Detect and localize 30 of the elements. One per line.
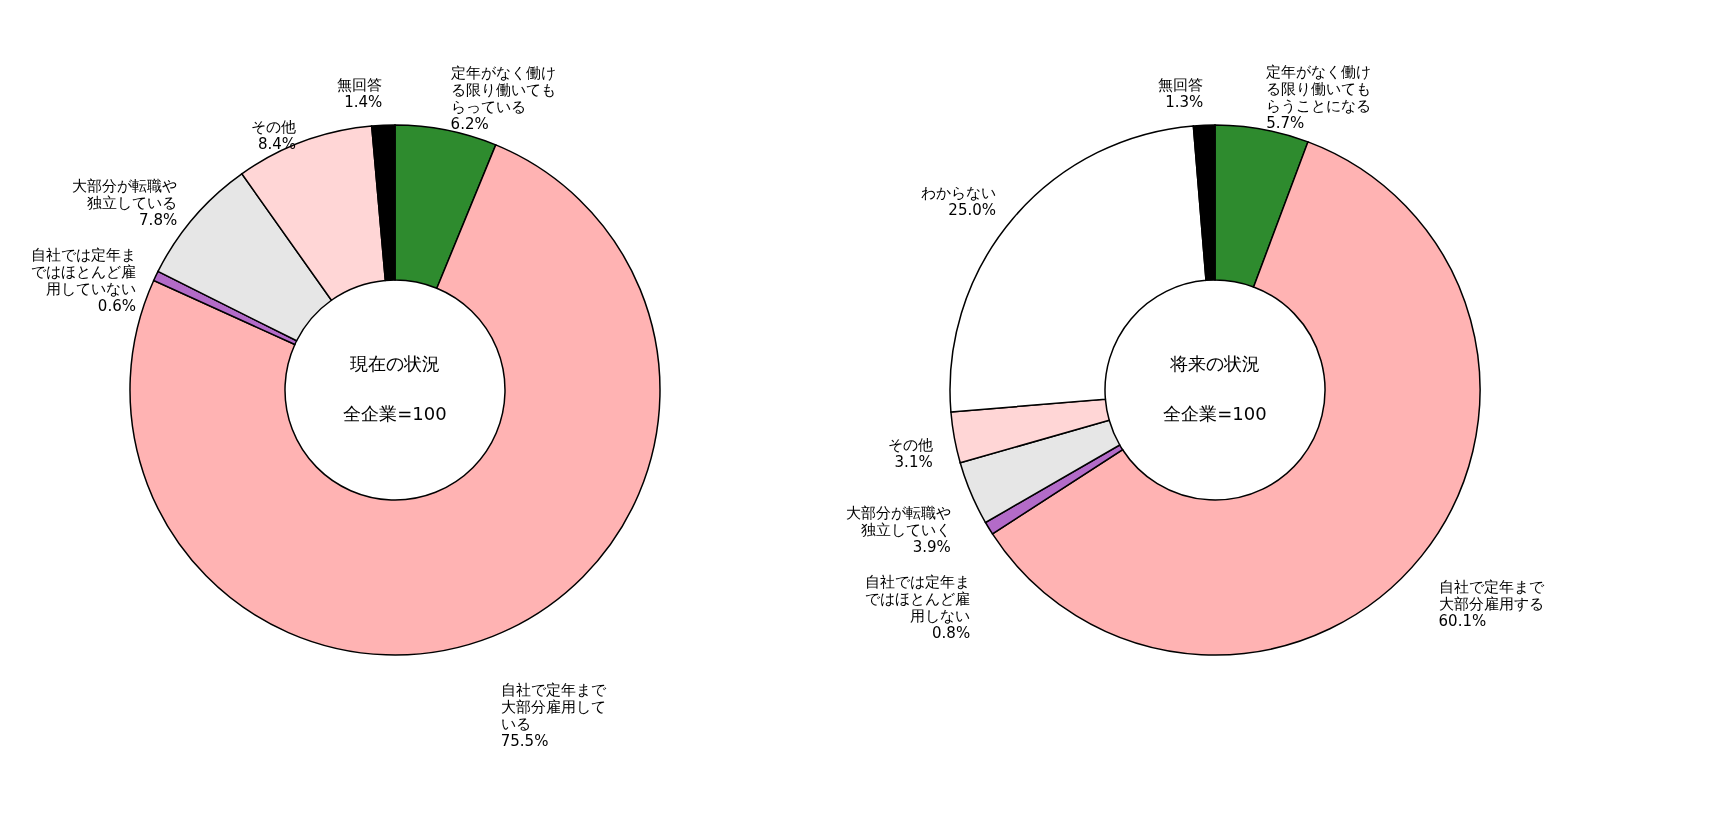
slice-label: 大部分が転職や独立している xyxy=(72,176,178,212)
text: 将来の状況 xyxy=(1169,353,1260,374)
data-label: 3.9% xyxy=(912,537,951,556)
slice-label: その他 xyxy=(250,118,296,137)
data-label: 1.4% xyxy=(344,93,383,112)
slice-label: 自社では定年まではほとんど雇用しない xyxy=(865,572,971,625)
slice-label: 自社では定年まではほとんど雇用していない xyxy=(30,245,136,298)
text: 現在の状況 xyxy=(350,353,440,374)
data-label: 5.7% xyxy=(1266,114,1305,133)
slice-label: 自社で定年まで大部分雇用する xyxy=(1438,577,1545,613)
data-label: 3.1% xyxy=(894,452,933,471)
slice-label: 定年がなく働ける限り働いてもらっている xyxy=(450,64,556,117)
slice-label: その他 xyxy=(887,435,933,454)
slice-label: 定年がなく働ける限り働いてもらうことになる xyxy=(1266,63,1372,116)
slice-label: 無回答 xyxy=(337,76,383,95)
slice-label: わからない xyxy=(921,183,997,202)
slice-label: 無回答 xyxy=(1158,76,1204,95)
data-label: 7.8% xyxy=(139,210,178,229)
text: 全企業=100 xyxy=(1163,403,1267,424)
data-label: 6.2% xyxy=(450,115,489,134)
slice-label: 大部分が転職や独立していく xyxy=(845,503,951,539)
data-label: 8.4% xyxy=(257,135,296,154)
data-label: 0.8% xyxy=(932,623,971,642)
data-label: 75.5% xyxy=(500,732,549,751)
data-label: 0.6% xyxy=(97,296,136,315)
slice-label: 自社で定年まで大部分雇用している xyxy=(500,681,607,734)
text: 全企業=100 xyxy=(343,403,447,424)
data-label: 1.3% xyxy=(1165,93,1204,112)
data-label: 60.1% xyxy=(1438,611,1487,630)
data-label: 25.0% xyxy=(948,200,997,219)
